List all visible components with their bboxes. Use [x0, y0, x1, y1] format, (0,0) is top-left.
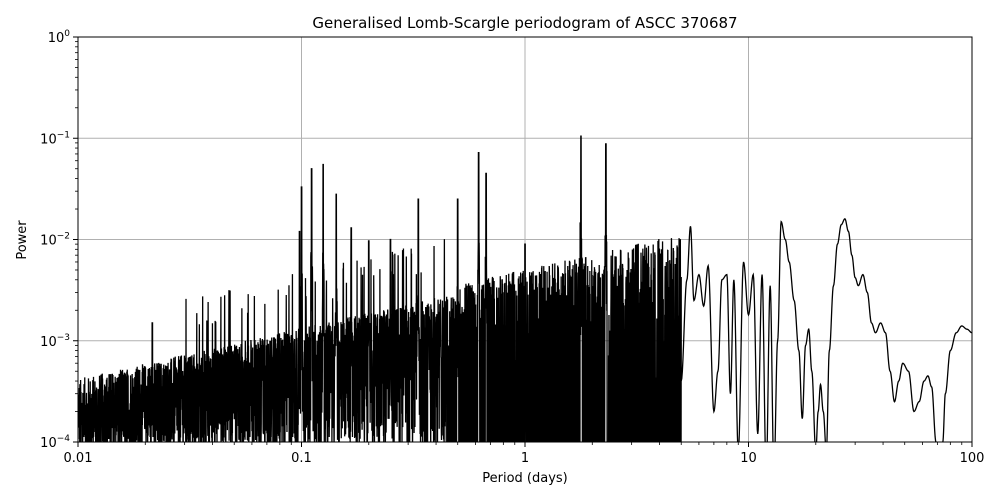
y-axis-label: Power	[15, 220, 30, 260]
y-tick-label: 100	[48, 29, 71, 46]
y-tick-label: 10−4	[40, 434, 70, 451]
y-tick-label: 10−2	[40, 232, 70, 249]
x-tick-label: 10	[740, 451, 757, 466]
x-tick-label: 0.01	[64, 451, 93, 466]
periodogram-series	[78, 135, 972, 442]
y-tick-label: 10−1	[40, 130, 70, 147]
chart-title: Generalised Lomb-Scargle periodogram of …	[312, 14, 737, 32]
x-axis-ticks: 0.01 0.1 1 10 100	[64, 442, 985, 466]
x-axis-label: Period (days)	[482, 471, 568, 486]
x-tick-label: 100	[960, 451, 985, 466]
y-tick-label: 10−3	[40, 333, 70, 350]
power-spectrum-line	[78, 135, 972, 442]
y-axis-ticks: 100 10−1 10−2 10−3 10−4	[40, 29, 78, 451]
x-tick-label: 0.1	[291, 451, 312, 466]
x-tick-label: 1	[521, 451, 529, 466]
